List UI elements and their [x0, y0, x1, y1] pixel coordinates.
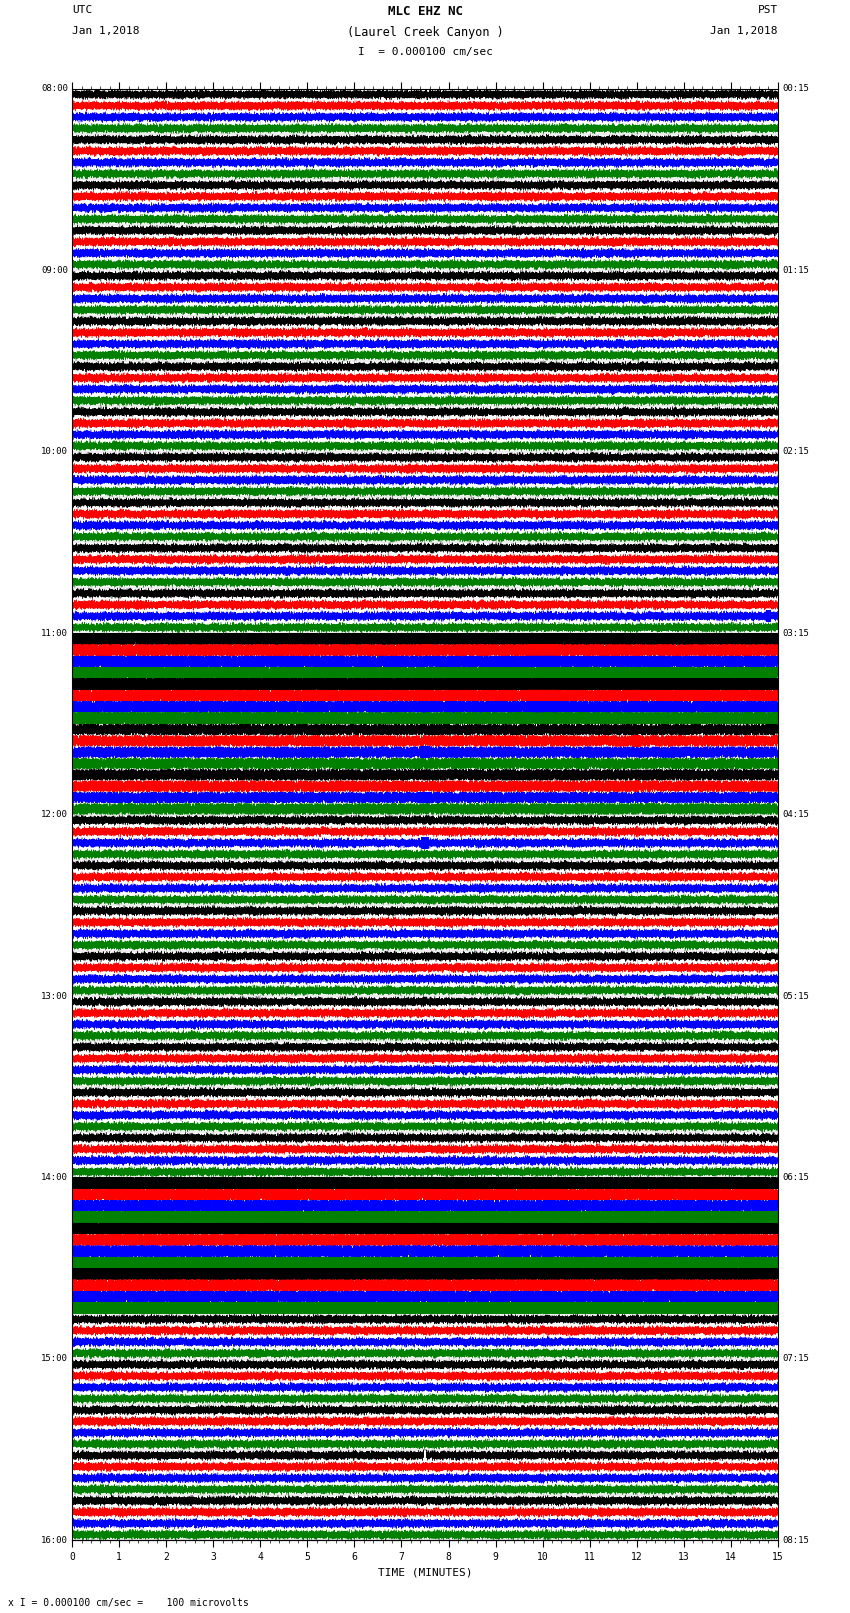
Text: 16:00: 16:00 — [41, 1536, 68, 1545]
X-axis label: TIME (MINUTES): TIME (MINUTES) — [377, 1568, 473, 1578]
Text: 09:00: 09:00 — [41, 266, 68, 274]
Text: 02:15: 02:15 — [782, 447, 809, 456]
Text: 01:15: 01:15 — [782, 266, 809, 274]
Text: 05:15: 05:15 — [782, 992, 809, 1000]
Text: (Laurel Creek Canyon ): (Laurel Creek Canyon ) — [347, 26, 503, 39]
Text: 04:15: 04:15 — [782, 810, 809, 819]
Text: 00:15: 00:15 — [782, 84, 809, 94]
Text: 11:00: 11:00 — [41, 629, 68, 637]
Text: 14:00: 14:00 — [41, 1173, 68, 1182]
Text: Jan 1,2018: Jan 1,2018 — [72, 26, 139, 35]
Text: 10:00: 10:00 — [41, 447, 68, 456]
Text: 06:15: 06:15 — [782, 1173, 809, 1182]
Text: MLC EHZ NC: MLC EHZ NC — [388, 5, 462, 18]
Text: UTC: UTC — [72, 5, 93, 15]
Text: I  = 0.000100 cm/sec: I = 0.000100 cm/sec — [358, 47, 492, 56]
Text: 12:00: 12:00 — [41, 810, 68, 819]
Text: 13:00: 13:00 — [41, 992, 68, 1000]
Text: Jan 1,2018: Jan 1,2018 — [711, 26, 778, 35]
Text: 07:15: 07:15 — [782, 1355, 809, 1363]
Text: 08:15: 08:15 — [782, 1536, 809, 1545]
Text: x I = 0.000100 cm/sec =    100 microvolts: x I = 0.000100 cm/sec = 100 microvolts — [8, 1598, 249, 1608]
Text: 08:00: 08:00 — [41, 84, 68, 94]
Text: 03:15: 03:15 — [782, 629, 809, 637]
Text: PST: PST — [757, 5, 778, 15]
Text: 15:00: 15:00 — [41, 1355, 68, 1363]
